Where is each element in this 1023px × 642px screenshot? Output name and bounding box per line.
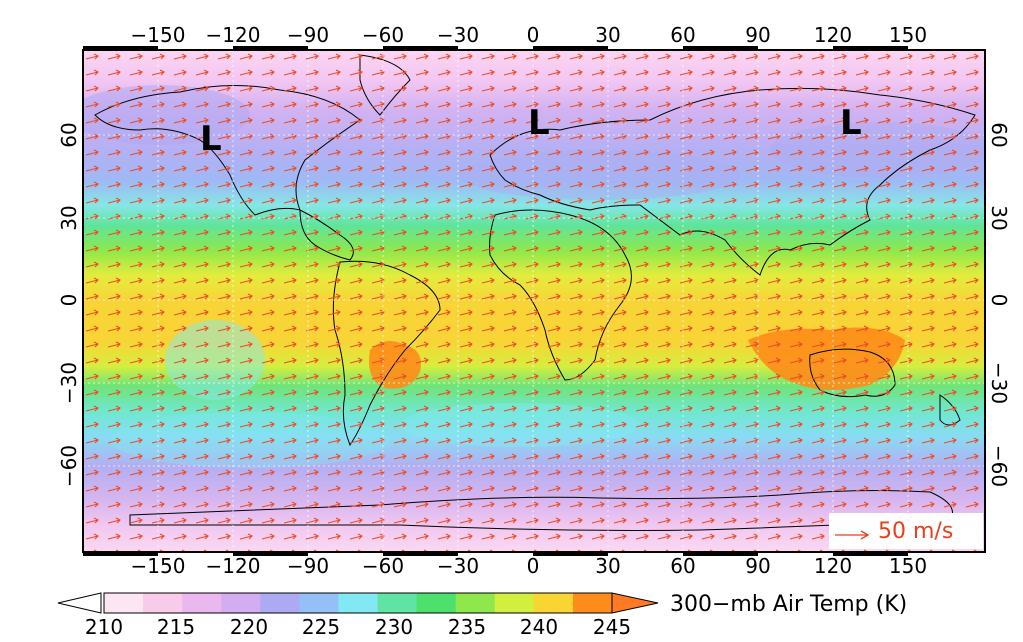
colorbar-cell: [143, 593, 183, 613]
left-lat-ticks: 60 30 0 −30 −60: [57, 122, 81, 487]
low-pressure-marker: L: [840, 103, 862, 143]
reference-vector: 50 m/s: [829, 513, 983, 549]
colorbar-label: 240: [520, 615, 558, 639]
bottom-lon-tick: 150: [889, 554, 927, 578]
bottom-lon-tick: −150: [131, 554, 186, 578]
right-lat-tick: 60: [987, 122, 1011, 147]
colorbar-cell: [494, 593, 535, 613]
bottom-lon-tick: 90: [745, 554, 770, 578]
low-pressure-marker: L: [200, 119, 222, 159]
top-lon-tick: 0: [527, 23, 540, 47]
colorbar-cell: [416, 593, 457, 613]
colorbar-cells: [104, 593, 613, 613]
right-lat-tick: −60: [987, 445, 1011, 487]
top-lon-tick: −60: [362, 23, 404, 47]
top-lon-tick: −30: [437, 23, 479, 47]
top-lon-tick: 150: [889, 23, 927, 47]
top-lon-ticks: −150 −120 −90 −60 −30 0 30 60 90 120 150: [131, 23, 928, 47]
top-lon-tick: −90: [287, 23, 329, 47]
colorbar-cell: [455, 593, 496, 613]
colorbar-label: 220: [230, 615, 268, 639]
colorbar-cell: [377, 593, 418, 613]
bottom-lon-tick: −30: [437, 554, 479, 578]
right-lat-tick: −30: [987, 362, 1011, 404]
colorbar-label: 245: [593, 615, 631, 639]
top-lon-tick: 30: [595, 23, 620, 47]
bottom-lon-tick: 120: [814, 554, 852, 578]
right-lat-tick: 0: [987, 294, 1011, 307]
colorbar-cell: [221, 593, 261, 613]
graticule: [83, 50, 985, 552]
colorbar-label: 235: [448, 615, 486, 639]
colorbar-under-triangle: [57, 592, 102, 614]
low-pressure-marker: L: [528, 103, 550, 143]
left-lat-tick: −30: [57, 362, 81, 404]
colorbar-over-triangle: [611, 592, 659, 614]
colorbar-label: 225: [302, 615, 340, 639]
top-lon-tick: 120: [814, 23, 852, 47]
colorbar: 300−mb Air Temp (K) 210 215 220 225 230 …: [57, 592, 907, 639]
bottom-lon-tick: 0: [527, 554, 540, 578]
colorbar-label: 230: [375, 615, 413, 639]
left-lat-tick: 0: [57, 294, 81, 307]
colorbar-label: 210: [85, 615, 123, 639]
temperature-field: [83, 50, 985, 552]
colorbar-cell: [299, 593, 339, 613]
bottom-lon-ticks: −150 −120 −90 −60 −30 0 30 60 90 120 150: [131, 554, 928, 578]
bottom-lon-tick: 60: [670, 554, 695, 578]
colorbar-label: 215: [157, 615, 195, 639]
bottom-lon-tick: −90: [287, 554, 329, 578]
right-lat-ticks: 60 30 0 −30 −60: [987, 122, 1011, 487]
left-lat-tick: −60: [57, 445, 81, 487]
bottom-lon-tick: −120: [206, 554, 261, 578]
colorbar-title: 300−mb Air Temp (K): [670, 592, 907, 617]
top-lon-tick: −120: [206, 23, 261, 47]
colorbar-cell: [182, 593, 222, 613]
left-lat-tick: 30: [57, 205, 81, 230]
top-lon-tick: 60: [670, 23, 695, 47]
colorbar-cell: [572, 593, 613, 613]
colorbar-cell: [104, 593, 144, 613]
top-lon-tick: 90: [745, 23, 770, 47]
reference-vector-label: 50 m/s: [878, 519, 953, 544]
top-lon-tick: −150: [131, 23, 186, 47]
bottom-lon-tick: 30: [595, 554, 620, 578]
left-lat-tick: 60: [57, 122, 81, 147]
colorbar-cell: [338, 593, 379, 613]
bottom-lon-tick: −60: [362, 554, 404, 578]
colorbar-cell: [260, 593, 300, 613]
colorbar-cell: [533, 593, 574, 613]
right-lat-tick: 30: [987, 205, 1011, 230]
